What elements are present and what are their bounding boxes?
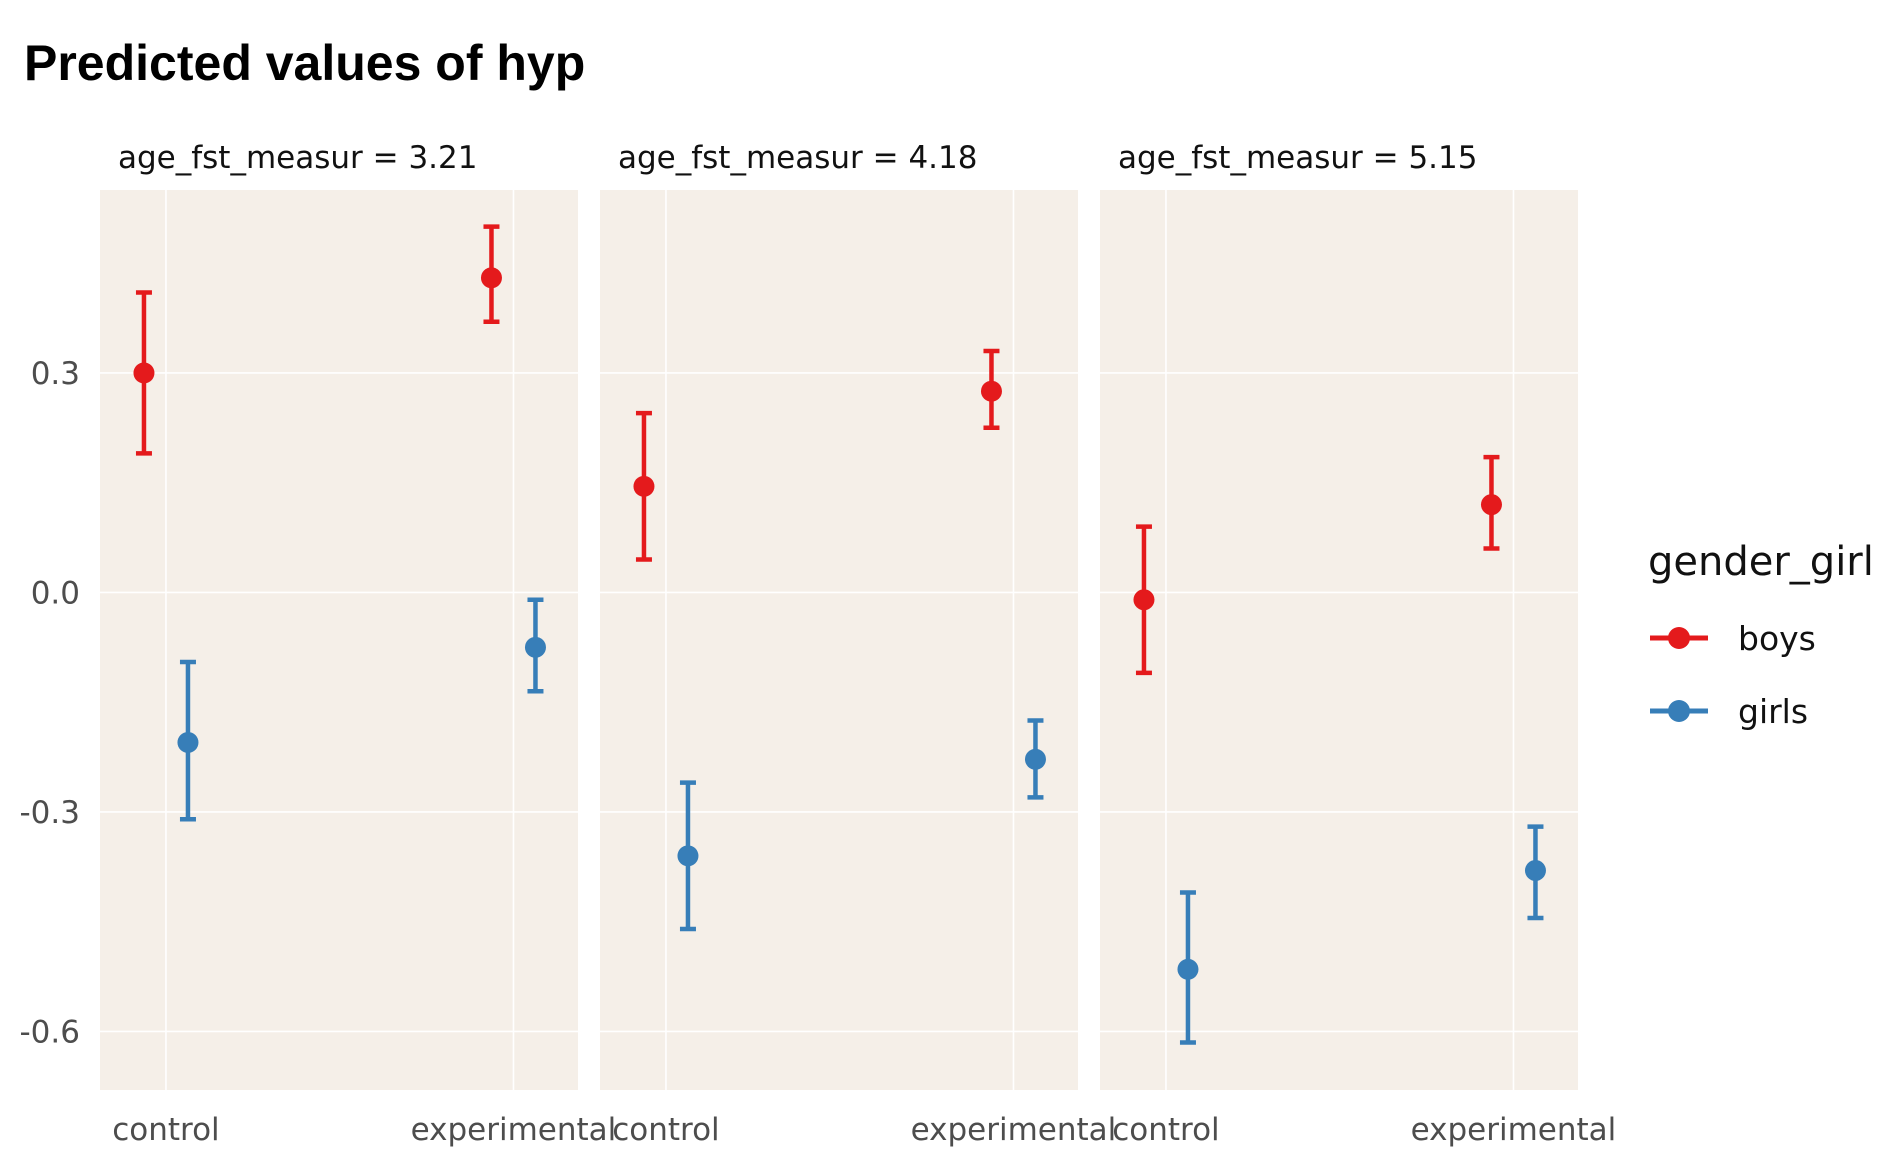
error-bar-boys bbox=[1480, 454, 1502, 551]
panel-background bbox=[600, 190, 1078, 1090]
error-bar-girls bbox=[1024, 718, 1046, 800]
legend-label: boys bbox=[1738, 619, 1816, 658]
data-point-girls bbox=[1024, 748, 1046, 770]
x-tick-label: experimental bbox=[1411, 1112, 1617, 1148]
data-point-boys bbox=[480, 267, 502, 289]
x-tick-label: control bbox=[612, 1112, 719, 1148]
data-point-girls bbox=[524, 636, 546, 658]
data-point-girls bbox=[1177, 958, 1199, 980]
error-bar-girls bbox=[1177, 890, 1199, 1045]
legend-key-point bbox=[1668, 627, 1690, 649]
data-point-girls bbox=[677, 845, 699, 867]
error-bar-boys bbox=[480, 224, 502, 324]
x-tick-label: control bbox=[1112, 1112, 1219, 1148]
facet-panel-2: age_fst_measur = 4.18 control experimental bbox=[600, 140, 1116, 1148]
data-point-boys bbox=[633, 475, 655, 497]
legend-title: gender_girl bbox=[1648, 539, 1874, 585]
error-bar-girls bbox=[524, 597, 546, 694]
x-tick-label: experimental bbox=[411, 1112, 617, 1148]
error-bar-girls bbox=[677, 780, 699, 932]
panel-background bbox=[100, 190, 578, 1090]
chart-title: Predicted values of hyp bbox=[24, 35, 585, 91]
legend-key-point bbox=[1668, 700, 1690, 722]
facet-strip-label: age_fst_measur = 3.21 bbox=[118, 140, 477, 176]
facet-panel-3: age_fst_measur = 5.15 control experimental bbox=[1100, 140, 1616, 1148]
y-axis: 0.3 0.0 -0.3 -0.6 bbox=[20, 356, 81, 1051]
data-point-girls bbox=[1524, 859, 1546, 881]
panel-background bbox=[1100, 190, 1578, 1090]
legend-label: girls bbox=[1738, 692, 1808, 731]
data-point-boys bbox=[1133, 589, 1155, 611]
facet-strip-label: age_fst_measur = 4.18 bbox=[618, 140, 977, 176]
facet-panel-1: age_fst_measur = 3.21 control experimental bbox=[100, 140, 616, 1148]
error-bar-boys bbox=[980, 348, 1002, 431]
x-tick-label: experimental bbox=[911, 1112, 1117, 1148]
error-bar-boys bbox=[1133, 524, 1155, 676]
y-tick-label: -0.3 bbox=[20, 795, 81, 831]
error-bar-boys bbox=[633, 410, 655, 562]
data-point-boys bbox=[133, 362, 155, 384]
data-point-boys bbox=[980, 380, 1002, 402]
data-point-girls bbox=[177, 731, 199, 753]
legend-entry-boys: boys bbox=[1650, 619, 1816, 658]
facet-strip-label: age_fst_measur = 5.15 bbox=[1118, 140, 1477, 176]
x-tick-label: control bbox=[112, 1112, 219, 1148]
error-bar-girls bbox=[1524, 824, 1546, 921]
error-bar-girls bbox=[177, 659, 199, 822]
y-tick-label: 0.0 bbox=[31, 575, 80, 611]
y-tick-label: -0.6 bbox=[20, 1014, 81, 1050]
legend-entry-girls: girls bbox=[1650, 692, 1808, 731]
error-bar-boys bbox=[133, 290, 155, 456]
y-tick-label: 0.3 bbox=[31, 356, 80, 392]
data-point-boys bbox=[1480, 494, 1502, 516]
